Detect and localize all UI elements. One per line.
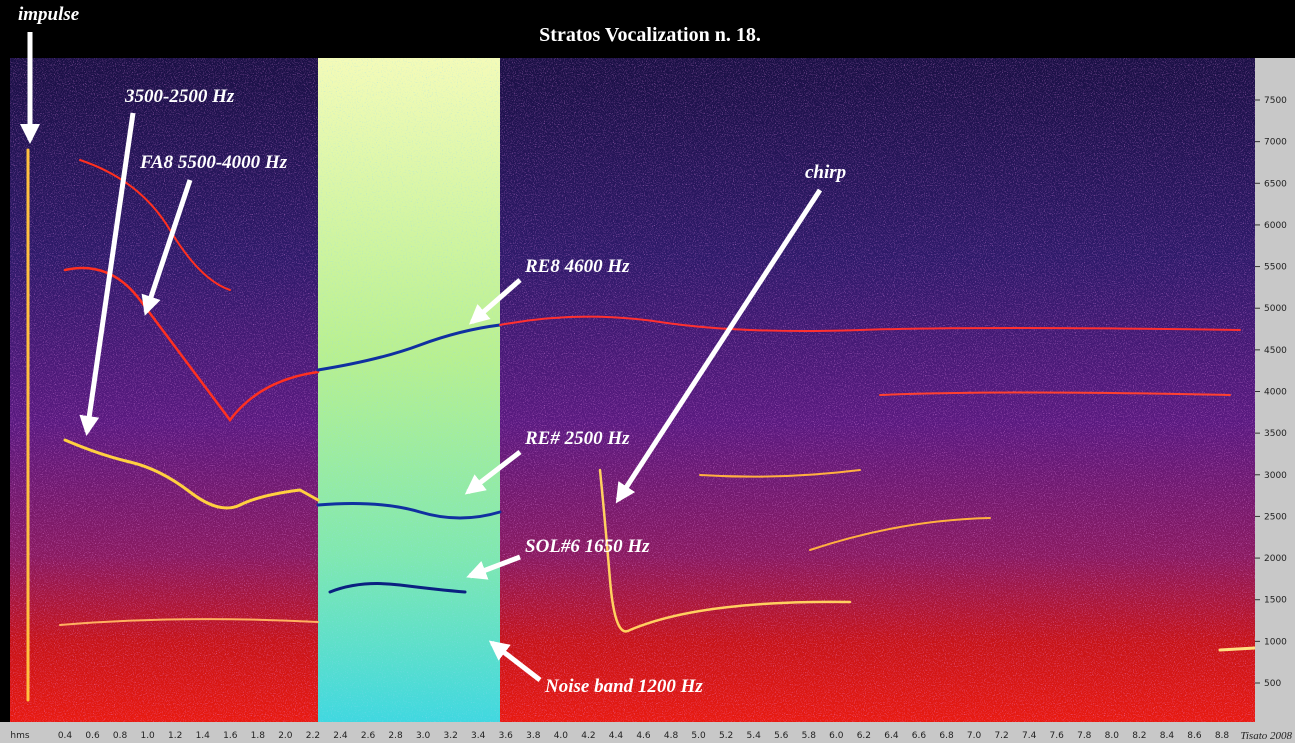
y-tick-label: 4500 xyxy=(1264,346,1287,356)
x-tick-label: 7.4 xyxy=(1022,731,1037,741)
x-tick-label: 2.0 xyxy=(278,731,293,741)
x-tick-label: 1.8 xyxy=(251,731,266,741)
credit: Tisato 2008 xyxy=(1240,730,1292,742)
y-tick-label: 7500 xyxy=(1264,96,1287,106)
x-tick-label: 2.6 xyxy=(361,731,376,741)
x-tick-label: 8.0 xyxy=(1105,731,1120,741)
x-tick-label: 1.6 xyxy=(223,731,238,741)
x-tick-label: 7.6 xyxy=(1050,731,1065,741)
x-tick-label: 7.8 xyxy=(1077,731,1092,741)
x-tick-label: 4.8 xyxy=(664,731,679,741)
y-tick-label: 500 xyxy=(1264,679,1281,689)
y-tick-label: 2500 xyxy=(1264,512,1287,522)
x-tick-label: 7.0 xyxy=(967,731,982,741)
annotation: SOL#6 1650 Hz xyxy=(525,536,650,557)
y-tick-label: 7000 xyxy=(1264,138,1287,148)
annotation: 3500-2500 Hz xyxy=(124,86,235,107)
y-tick-label: 5000 xyxy=(1264,304,1287,314)
x-tick-label: 8.4 xyxy=(1160,731,1175,741)
x-tick-label: 4.2 xyxy=(581,731,595,741)
x-tick-label: 6.8 xyxy=(939,731,954,741)
annotation: RE# 2500 Hz xyxy=(524,428,630,449)
y-tick-label: 4000 xyxy=(1264,388,1287,398)
x-tick-label: 6.0 xyxy=(829,731,844,741)
x-tick-label: 0.4 xyxy=(58,731,73,741)
x-tick-label: 3.8 xyxy=(526,731,541,741)
x-tick-label: 8.8 xyxy=(1215,731,1230,741)
x-tick-label: 1.4 xyxy=(196,731,211,741)
x-tick-label: 6.6 xyxy=(912,731,927,741)
y-tick-label: 6000 xyxy=(1264,221,1287,231)
x-tick-label: 3.0 xyxy=(416,731,431,741)
x-tick-label: 3.2 xyxy=(444,731,458,741)
annotation: Noise band 1200 Hz xyxy=(544,676,703,697)
x-tick-label: 0.8 xyxy=(113,731,128,741)
x-tick-label: 2.4 xyxy=(333,731,348,741)
x-tick-label: 7.2 xyxy=(994,731,1008,741)
x-tick-label: 5.0 xyxy=(691,731,706,741)
x-tick-label: 2.2 xyxy=(306,731,320,741)
x-tick-label: 5.2 xyxy=(719,731,733,741)
highlight-noise xyxy=(318,58,500,722)
x-tick-label: 1.2 xyxy=(168,731,182,741)
x-tick-label: 5.6 xyxy=(774,731,789,741)
x-tick-label: 8.2 xyxy=(1132,731,1146,741)
x-tick-label: 8.6 xyxy=(1187,731,1202,741)
x-tick-label: 6.2 xyxy=(857,731,871,741)
title: Stratos Vocalization n. 18. xyxy=(539,24,761,46)
x-tick-label: 5.4 xyxy=(747,731,762,741)
x-tick-label: hms xyxy=(10,731,29,741)
x-tick-label: 5.8 xyxy=(802,731,817,741)
annotation: impulse xyxy=(18,4,80,25)
x-tick-label: 6.4 xyxy=(884,731,899,741)
y-tick-label: 1500 xyxy=(1264,596,1287,606)
y-tick-label: 1000 xyxy=(1264,637,1287,647)
x-tick-label: 1.0 xyxy=(140,731,155,741)
annotation: RE8 4600 Hz xyxy=(524,256,630,277)
x-tick-label: 4.0 xyxy=(554,731,569,741)
y-tick-label: 3000 xyxy=(1264,471,1287,481)
y-tick-label: 2000 xyxy=(1264,554,1287,564)
x-tick-label: 3.6 xyxy=(499,731,514,741)
x-tick-label: 3.4 xyxy=(471,731,486,741)
y-tick-label: 3500 xyxy=(1264,429,1287,439)
annotation: chirp xyxy=(805,162,846,183)
spectrogram-screenshot: Stratos Vocalization n. 18. Tisato 2008 … xyxy=(0,0,1295,743)
x-tick-label: 4.6 xyxy=(636,731,651,741)
y-tick-label: 5500 xyxy=(1264,263,1287,273)
x-tick-label: 0.6 xyxy=(85,731,100,741)
x-tick-label: 2.8 xyxy=(388,731,403,741)
x-tick-label: 4.4 xyxy=(609,731,624,741)
annotation: FA8 5500-4000 Hz xyxy=(139,152,288,173)
y-tick-label: 6500 xyxy=(1264,179,1287,189)
